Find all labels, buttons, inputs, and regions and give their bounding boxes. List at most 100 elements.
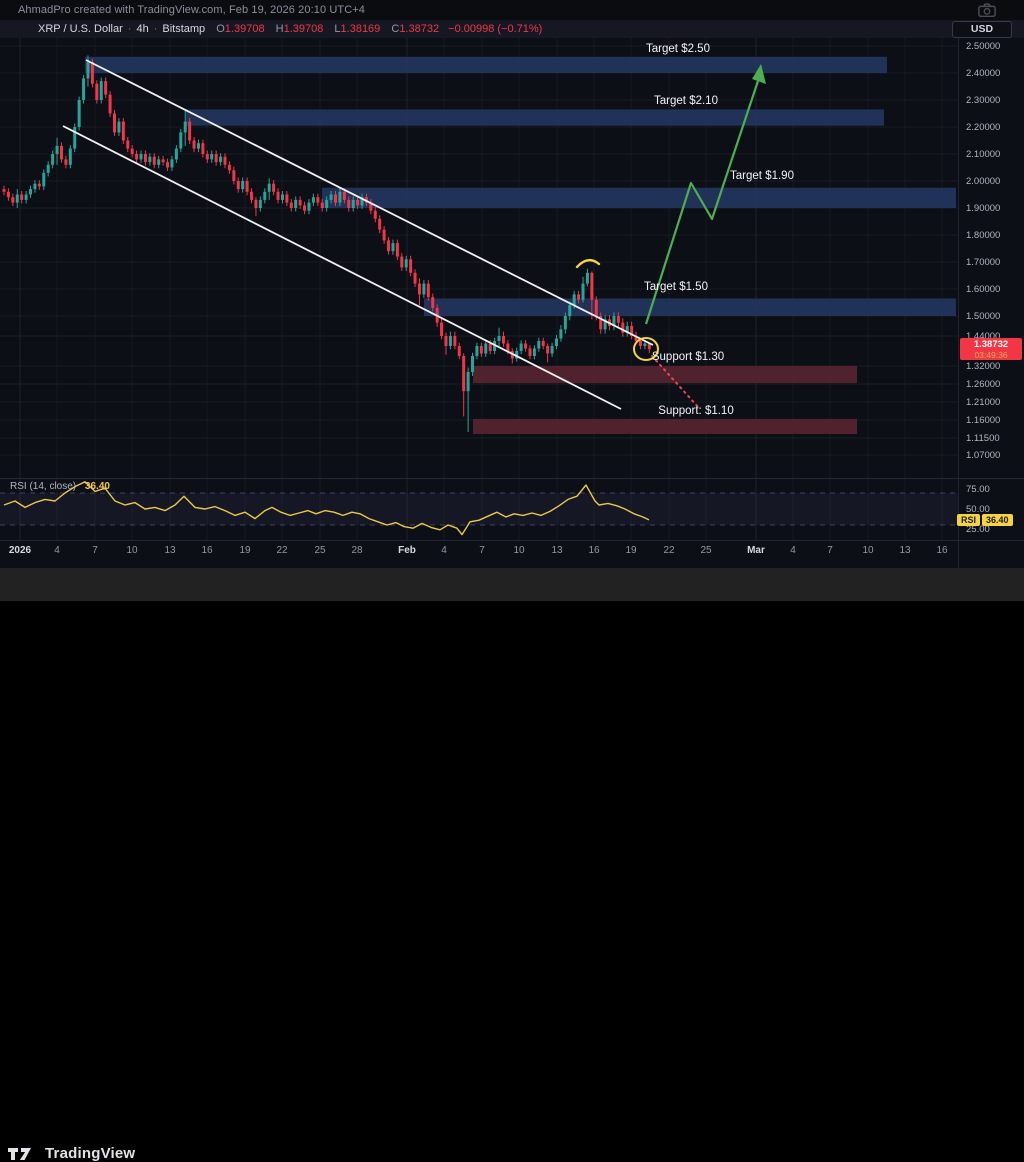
- current-price-badge: 1.38732 03:49:36: [960, 338, 1022, 361]
- price-tick-label: 1.90000: [966, 203, 1000, 214]
- time-tick-label: 16: [936, 545, 948, 556]
- time-tick-label: 2026: [9, 545, 32, 556]
- price-tick-label: 2.40000: [966, 68, 1000, 79]
- time-tick-label: 4: [441, 545, 447, 556]
- currency-toggle-button[interactable]: USD: [952, 21, 1012, 38]
- breakdown-highlight-circle[interactable]: [633, 337, 659, 361]
- resistance-label: Target $1.50: [644, 281, 708, 293]
- low-value: 1.38169: [340, 23, 381, 35]
- symbol-legend-row: [0, 20, 1024, 38]
- time-tick-label: 19: [239, 545, 251, 556]
- high-value: 1.39708: [283, 23, 324, 35]
- resistance-label: Target $1.90: [730, 170, 794, 182]
- time-tick-label: 19: [625, 545, 637, 556]
- change-value: −0.00998 (−0.71%): [448, 23, 543, 35]
- time-tick-label: 10: [862, 545, 874, 556]
- footer-bar: TradingView: [0, 568, 1024, 1162]
- candles: [2, 55, 651, 432]
- interval[interactable]: 4h: [136, 23, 149, 35]
- time-axis[interactable]: 2026 4 7 10 13 16 19 22 25 28 Feb 4 7 10 13 16 19 22 25 Mar…: [9, 545, 948, 556]
- price-tick-label: 1.26000: [966, 379, 1000, 390]
- resistance-label: Target $2.50: [646, 43, 710, 55]
- rsi-tick-label: 25.00: [966, 524, 990, 535]
- rsi-axis-badge: RSI 36.40: [957, 514, 1013, 526]
- channel-upper: [85, 59, 654, 346]
- price-tick-label: 1.80000: [966, 230, 1000, 241]
- spike-highlight-arc[interactable]: [575, 259, 601, 269]
- price-tick-label: 1.21000: [966, 397, 1000, 408]
- channel-lower: [62, 125, 622, 410]
- price-tick-label: 2.10000: [966, 149, 1000, 160]
- time-tick-label: 28: [351, 545, 363, 556]
- price-tick-label: 1.11500: [966, 433, 1000, 444]
- symbol-name[interactable]: XRP / U.S. Dollar: [38, 23, 123, 35]
- high-label: H: [275, 23, 284, 35]
- resistance-zone: [186, 109, 884, 126]
- projection-arrow[interactable]: [644, 64, 766, 325]
- open-label: O: [216, 23, 225, 35]
- rsi-badge-value: 36.40: [982, 514, 1013, 526]
- rsi-line: [3, 481, 650, 536]
- resistance-zone: [85, 56, 887, 73]
- close-label: C: [391, 23, 400, 35]
- time-tick-label: 7: [92, 545, 98, 556]
- price-tick-label: 1.16000: [966, 415, 1000, 426]
- price-axis[interactable]: 2.50000 2.40000 2.30000 2.20000 2.10000 2.000…: [966, 41, 1000, 535]
- time-tick-label: 13: [164, 545, 176, 556]
- time-tick-label: Feb: [398, 545, 416, 556]
- support-zone: [473, 418, 857, 434]
- time-tick-label: Mar: [747, 545, 765, 556]
- price-tick-label: 2.50000: [966, 41, 1000, 52]
- time-tick-label: 25: [700, 545, 712, 556]
- price-tick-label: 1.07000: [966, 450, 1000, 461]
- snapshot-camera-icon[interactable]: [978, 3, 996, 17]
- tradingview-logo-icon: [8, 1147, 31, 1160]
- support-zone: [473, 366, 857, 384]
- support-label: Support $1.30: [651, 351, 725, 363]
- resistance-zone: [322, 187, 956, 208]
- price-tick-label: 1.32000: [966, 361, 1000, 372]
- close-value: 1.38732: [399, 23, 440, 35]
- price-tick-label: 1.70000: [966, 257, 1000, 268]
- time-tick-label: 4: [790, 545, 796, 556]
- exchange: Bitstamp: [162, 23, 206, 35]
- time-tick-label: 4: [54, 545, 60, 556]
- supply-demand-zones: [85, 56, 956, 434]
- time-tick-label: 16: [201, 545, 213, 556]
- rsi-legend[interactable]: RSI (14, close) 36.40: [10, 481, 110, 492]
- tradingview-logo-text: TradingView: [45, 1145, 136, 1162]
- time-tick-label: 7: [479, 545, 485, 556]
- rsi-pane[interactable]: [0, 481, 958, 536]
- attribution-text: AhmadPro created with TradingView.com, F…: [18, 4, 365, 16]
- time-tick-label: 22: [276, 545, 288, 556]
- bar-countdown: 03:49:36: [974, 350, 1008, 361]
- rsi-legend-value: 36.40: [84, 481, 110, 492]
- breakdown-dotted-line[interactable]: [651, 355, 700, 409]
- rsi-badge-label: RSI: [957, 514, 981, 526]
- candlestick-chart-plot[interactable]: 2.50000 2.40000 2.30000 2.20000 2.10000 2.000…: [0, 0, 1024, 601]
- symbol-legend[interactable]: XRP / U.S. Dollar · 4h · Bitstamp O1.39708 H…: [38, 23, 543, 35]
- time-axis-border: [0, 540, 1024, 541]
- resistance-label: Target $2.10: [654, 95, 718, 107]
- price-tick-label: 2.20000: [966, 122, 1000, 133]
- time-tick-label: 10: [126, 545, 138, 556]
- attribution-bar: AhmadPro created with TradingView.com, F…: [0, 0, 1024, 20]
- price-tick-label: 1.50000: [966, 311, 1000, 322]
- time-tick-label: 22: [663, 545, 675, 556]
- low-label: L: [334, 23, 341, 35]
- tradingview-logo[interactable]: TradingView: [8, 1145, 135, 1162]
- open-value: 1.39708: [224, 23, 265, 35]
- trend-channel[interactable]: [62, 59, 654, 410]
- rsi-tick-label: 50.00: [966, 504, 990, 515]
- current-price: 1.38732: [973, 339, 1009, 351]
- time-tick-label: 25: [314, 545, 326, 556]
- pane-separator[interactable]: [0, 478, 1024, 479]
- price-tick-label: 2.30000: [966, 95, 1000, 106]
- price-tick-label: 1.60000: [966, 284, 1000, 295]
- time-tick-label: 7: [827, 545, 833, 556]
- resistance-zone: [424, 298, 956, 316]
- rsi-tick-label: 75.00: [966, 484, 990, 495]
- price-axis-border: [958, 38, 959, 568]
- time-tick-label: 13: [551, 545, 563, 556]
- time-tick-label: 13: [899, 545, 911, 556]
